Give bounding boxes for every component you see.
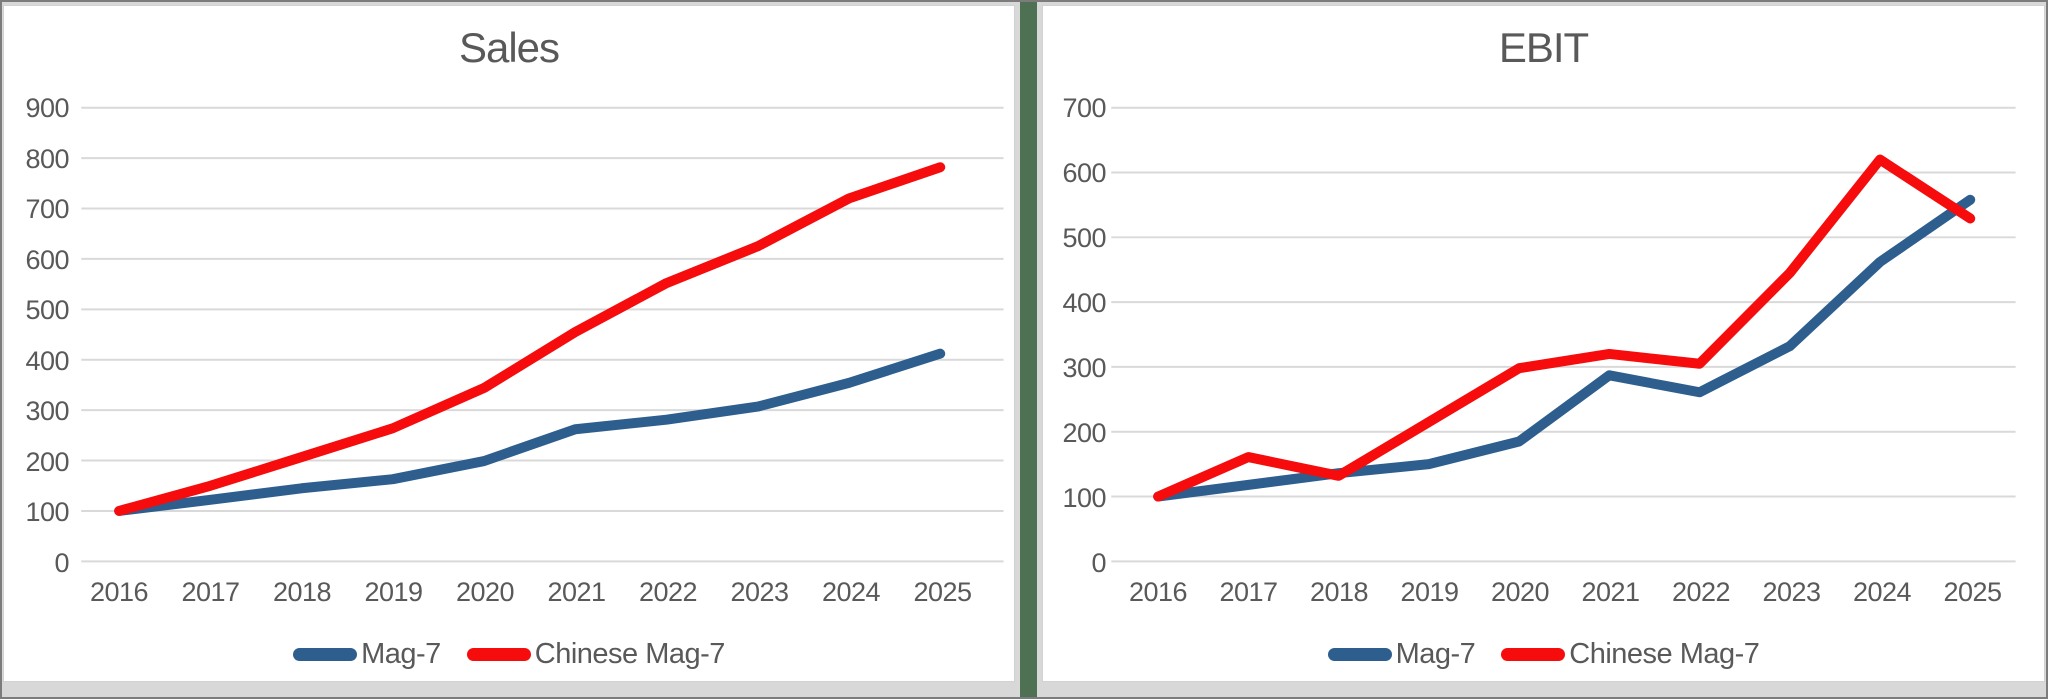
x-tick-label: 2020: [455, 577, 515, 607]
x-tick-label: 2018: [272, 577, 332, 607]
legend-label-mag7: Mag-7: [361, 638, 441, 670]
x-tick-label: 2024: [1852, 577, 1912, 607]
x-tick-label: 2024: [821, 577, 881, 607]
x-tick-label: 2016: [89, 577, 149, 607]
series-line-chinese-mag7: [114, 162, 946, 516]
y-tick-label: 600: [1062, 158, 1106, 188]
legend-label-mag7: Mag-7: [1395, 638, 1476, 670]
y-tick-label: 200: [25, 446, 69, 477]
ebit-chart-panel: EBIT 0 100 200 300 400 500 600 700 2016 2017 2018…: [1042, 5, 2045, 682]
x-tick-label: 2017: [181, 577, 240, 607]
y-tick-label: 600: [25, 244, 69, 275]
y-tick-label: 300: [1062, 353, 1106, 383]
x-tick-label: 2023: [730, 577, 789, 607]
y-tick-label: 400: [1062, 288, 1106, 318]
y-tick-label: 200: [1062, 418, 1106, 448]
y-tick-label: 500: [1062, 223, 1106, 253]
sales-legend: Mag-7 Chinese Mag-7: [4, 638, 1014, 671]
series-line-chinese-mag7: [1153, 154, 1976, 502]
legend-item-mag7: Mag-7: [1327, 638, 1476, 671]
x-tick-label: 2025: [1943, 577, 2002, 607]
x-tick-label: 2016: [1128, 577, 1188, 607]
x-tick-label: 2019: [364, 577, 423, 607]
y-tick-label: 0: [54, 548, 69, 578]
series-line-mag7: [114, 348, 946, 516]
y-tick-label: 700: [1062, 93, 1106, 123]
y-tick-label: 900: [25, 93, 69, 123]
chinese-mag7-line-swatch: [466, 648, 531, 661]
sales-plot-area: [81, 106, 1004, 563]
x-tick-label: 2021: [547, 577, 606, 607]
x-tick-label: 2025: [913, 577, 972, 607]
x-tick-label: 2020: [1490, 577, 1550, 607]
x-tick-label: 2018: [1309, 577, 1369, 607]
y-tick-label: 100: [25, 497, 69, 528]
chinese-mag7-line-swatch: [1501, 648, 1566, 661]
mag7-line-swatch: [293, 648, 358, 661]
green-column-divider: [1020, 0, 1037, 699]
legend-label-chinese-mag7: Chinese Mag-7: [1569, 638, 1760, 670]
sales-chart-panel: Sales 0 100 200 300 400 500 600 700 800 900 2016 2…: [3, 5, 1015, 682]
sales-chart-title: Sales: [458, 24, 560, 71]
y-tick-label: 100: [1062, 483, 1106, 513]
y-tick-label: 0: [1091, 548, 1106, 578]
x-tick-label: 2023: [1762, 577, 1821, 607]
ebit-plot-area: [1111, 106, 2016, 563]
x-tick-label: 2021: [1581, 577, 1640, 607]
x-tick-label: 2019: [1400, 577, 1459, 607]
legend-item-mag7: Mag-7: [293, 638, 441, 671]
x-tick-label: 2017: [1219, 577, 1278, 607]
y-tick-label: 400: [25, 345, 69, 376]
x-tick-label: 2022: [1671, 577, 1731, 607]
mag7-line-swatch: [1327, 648, 1392, 661]
y-tick-label: 500: [25, 295, 69, 326]
ebit-chart-title: EBIT: [1498, 24, 1589, 71]
x-tick-label: 2022: [638, 577, 698, 607]
y-tick-label: 700: [25, 194, 69, 225]
series-line-mag7: [1153, 194, 1976, 502]
legend-item-chinese-mag7: Chinese Mag-7: [1501, 638, 1760, 671]
ebit-legend: Mag-7 Chinese Mag-7: [1043, 638, 2044, 671]
legend-item-chinese-mag7: Chinese Mag-7: [466, 638, 726, 671]
legend-label-chinese-mag7: Chinese Mag-7: [534, 638, 726, 670]
y-tick-label: 300: [25, 396, 69, 427]
y-tick-label: 800: [25, 143, 69, 174]
